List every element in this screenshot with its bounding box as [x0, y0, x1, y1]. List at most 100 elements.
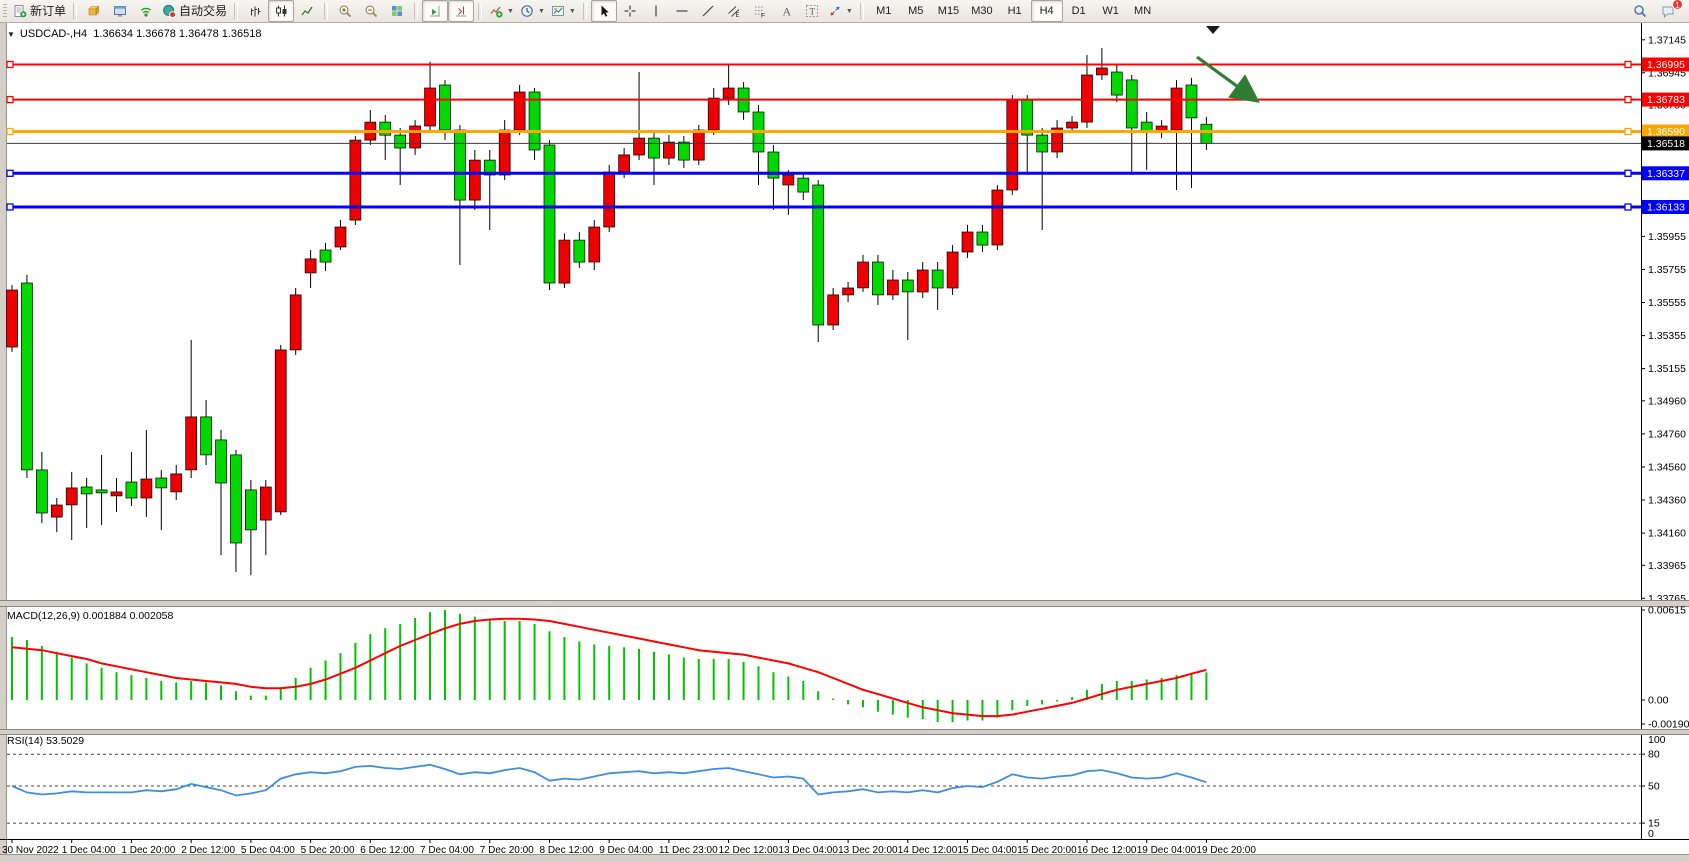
new-order-button-label: 新订单 [30, 4, 67, 18]
svg-text:15: 15 [1648, 818, 1660, 830]
macd-signal-line [11, 617, 1207, 718]
tf-m15-button[interactable]: M15 [932, 0, 965, 22]
zoomout-icon [365, 5, 378, 18]
tile-windows-button[interactable] [384, 0, 410, 22]
signals-button[interactable] [133, 0, 159, 22]
pane-separator[interactable] [0, 729, 1689, 735]
svg-text:50: 50 [1648, 781, 1660, 793]
svg-text:0.00: 0.00 [1648, 695, 1669, 707]
text-label-button[interactable]: T [799, 0, 825, 22]
svg-text:1.35755: 1.35755 [1648, 264, 1686, 276]
auto-scroll-button[interactable] [422, 0, 449, 22]
cursor-button[interactable] [590, 0, 617, 22]
zoom-out-button[interactable] [358, 0, 384, 22]
svg-text:1.36133: 1.36133 [1647, 202, 1685, 214]
horizontal-line-button[interactable] [669, 0, 695, 22]
bars-icon [251, 6, 261, 17]
tf-mn-button[interactable]: MN [1127, 0, 1159, 22]
rsi-pane[interactable]: 100 80 50 150 [7, 734, 1666, 840]
svg-text:1.35955: 1.35955 [1648, 231, 1686, 243]
svg-text:5 Dec 20:00: 5 Dec 20:00 [301, 845, 355, 856]
arrows-button[interactable]: ▼ [825, 0, 856, 22]
candle-chart-button[interactable] [268, 0, 295, 22]
trendline-button[interactable] [695, 0, 721, 22]
tf-w1-button-label: W1 [1102, 5, 1119, 17]
tf-d1-button[interactable]: D1 [1063, 0, 1095, 22]
bar-chart-button[interactable] [242, 0, 268, 22]
main-price-pane[interactable] [6, 26, 1642, 575]
svg-text:E: E [735, 13, 739, 18]
templates-button[interactable]: ▼ [548, 0, 579, 22]
trend-arrow-object[interactable] [1196, 55, 1260, 103]
svg-text:30 Nov 2022: 30 Nov 2022 [2, 845, 59, 856]
svg-text:1.36518: 1.36518 [1647, 138, 1685, 150]
vertical-line-button[interactable] [643, 0, 669, 22]
chart-shift-button[interactable] [448, 0, 475, 22]
tile-icon [392, 6, 403, 16]
toolbar-separator [478, 2, 483, 20]
chevron-down-icon[interactable]: ▼ [845, 7, 853, 15]
rsi-axis-labels: 100 80 50 150 [1641, 734, 1666, 840]
tf-h1-button-label: H1 [1007, 5, 1022, 17]
clock-icon [521, 5, 533, 17]
svg-text:1.36590: 1.36590 [1647, 126, 1685, 138]
tf-m30-button[interactable]: M30 [965, 0, 998, 22]
chevron-down-icon[interactable]: ▼ [537, 7, 545, 15]
line-chart-button[interactable] [294, 0, 320, 22]
svg-text:1.37145: 1.37145 [1648, 34, 1686, 46]
chat-button[interactable]: 1 [1657, 0, 1683, 21]
new-order-button[interactable]: 新订单 [10, 0, 69, 22]
svg-text:7 Dec 20:00: 7 Dec 20:00 [480, 845, 534, 856]
toolbar-separator [414, 2, 419, 20]
svg-text:1.34560: 1.34560 [1648, 462, 1686, 474]
svg-text:T: T [809, 7, 815, 17]
channel-button[interactable]: E [721, 0, 747, 22]
indicators-button[interactable]: ▼ [486, 0, 517, 22]
tf-m5-button[interactable]: M5 [900, 0, 932, 22]
zoomin-icon [339, 5, 352, 18]
chevron-down-icon[interactable]: ▼ [507, 7, 514, 15]
tf-h1-button[interactable]: H1 [999, 0, 1031, 22]
svg-text:5 Dec 04:00: 5 Dec 04:00 [241, 845, 295, 856]
horizontal-line-objects[interactable] [6, 60, 1641, 211]
toolbar-grip[interactable] [3, 3, 7, 19]
fibonacci-button[interactable]: F [747, 0, 773, 22]
macd-pane[interactable]: 0.00615 0.00 -0.001906 [11, 605, 1689, 731]
tf-w1-button[interactable]: W1 [1095, 0, 1127, 22]
toolbar-separator [859, 2, 864, 20]
time-axis[interactable] [0, 839, 1689, 862]
tf-m1-button-label: M1 [876, 5, 892, 17]
pane-separator[interactable] [0, 600, 1689, 607]
svg-text:100: 100 [1648, 734, 1666, 746]
textA-icon: A [782, 5, 791, 19]
price-axis[interactable] [1641, 23, 1689, 839]
svg-text:15 Dec 20:00: 15 Dec 20:00 [1017, 845, 1077, 856]
tf-m1-button[interactable]: M1 [868, 0, 900, 22]
tf-h4-button[interactable]: H4 [1030, 0, 1063, 22]
periods-button[interactable]: ▼ [517, 0, 548, 22]
profiles-button[interactable] [81, 0, 107, 22]
autotrading-icon [163, 4, 177, 18]
profiles-icon [88, 5, 100, 16]
notification-badge: 1 [1672, 0, 1683, 10]
tf-mn-button-label: MN [1134, 5, 1152, 17]
indicators-icon [490, 6, 503, 18]
metaeditor-button[interactable] [107, 0, 133, 22]
vline-icon [655, 5, 657, 17]
zoom-in-button[interactable] [332, 0, 358, 22]
channel-icon: E [728, 6, 739, 18]
text-button[interactable]: A [773, 0, 799, 22]
search-button[interactable] [1629, 1, 1651, 21]
crosshair-button[interactable] [617, 0, 643, 22]
svg-text:1.33965: 1.33965 [1648, 560, 1686, 572]
autotrading-button[interactable]: 自动交易 [159, 0, 230, 22]
svg-text:16 Dec 12:00: 16 Dec 12:00 [1077, 845, 1137, 856]
svg-text:1 Dec 04:00: 1 Dec 04:00 [62, 845, 116, 856]
crosshair-icon [624, 5, 636, 17]
macd-axis-labels: 0.00615 0.00 -0.001906 [1641, 605, 1689, 731]
chevron-down-icon[interactable]: ▼ [568, 7, 576, 15]
chart-area[interactable]: 1.371451.369451.367501.365501.363451.361… [0, 23, 1689, 862]
svg-text:1.36783: 1.36783 [1647, 94, 1685, 106]
svg-text:11 Dec 23:00: 11 Dec 23:00 [659, 845, 718, 856]
chart-canvas[interactable]: 1.371451.369451.367501.365501.363451.361… [0, 23, 1689, 862]
